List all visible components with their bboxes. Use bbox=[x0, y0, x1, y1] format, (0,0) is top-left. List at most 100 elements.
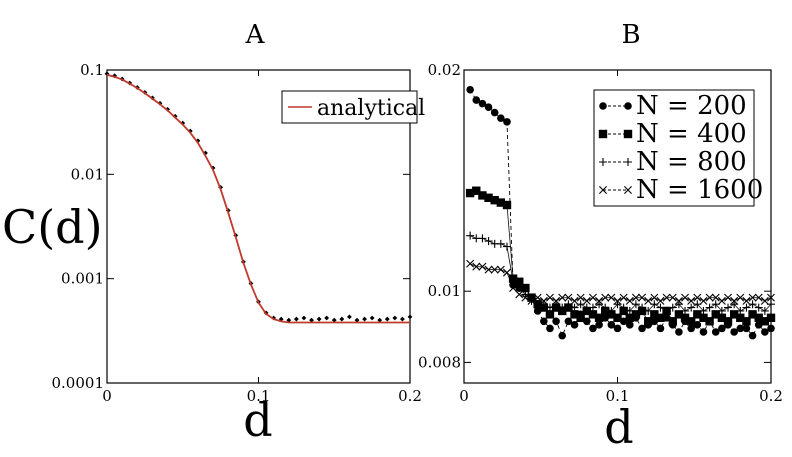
panel-b-point-n800 bbox=[717, 306, 726, 315]
panel-b-point-n400 bbox=[631, 310, 641, 319]
panel-b-point-n400 bbox=[588, 310, 598, 319]
panel-b-point-n200 bbox=[662, 314, 671, 322]
legend-marker-right-n400 bbox=[623, 129, 633, 139]
panel-b-point-n1600 bbox=[748, 293, 757, 302]
panel-b-point-n1600 bbox=[601, 293, 610, 302]
panel-b-point-n800 bbox=[515, 284, 524, 293]
y-axis-label: C(d) bbox=[2, 200, 103, 254]
panel-b-point-n400 bbox=[490, 195, 499, 205]
panel-b-point-n200 bbox=[613, 324, 622, 333]
panel-b-point-n1600 bbox=[613, 296, 622, 305]
panel-b-point-n1600 bbox=[742, 296, 751, 305]
panel-b-point-n800 bbox=[656, 303, 665, 312]
panel-b-point-n1600 bbox=[656, 296, 665, 305]
panel-b-point-n400 bbox=[723, 317, 733, 326]
panel-b-point-n400 bbox=[472, 186, 481, 195]
panel-b-point-n1600 bbox=[705, 293, 714, 302]
panel-b-point-n400 bbox=[760, 317, 770, 326]
panel-b-point-n800 bbox=[754, 303, 763, 312]
panel-b-point-n800 bbox=[742, 303, 751, 312]
panel-b-point-n200 bbox=[761, 328, 769, 336]
panel-b-point-n1600 bbox=[545, 293, 554, 302]
panel-a-simulation-point bbox=[339, 316, 345, 322]
panel-b-y-tick-label: 0.01 bbox=[428, 282, 461, 300]
panel-b-point-n200 bbox=[472, 96, 481, 104]
panel-b-legend-entries: N = 200 N = 400 N = 800 N = 1600 bbox=[598, 91, 763, 205]
panel-b-point-n400 bbox=[686, 317, 696, 326]
panel-b-point-n1600 bbox=[588, 293, 597, 302]
panel-b-point-n1600 bbox=[564, 293, 573, 302]
panel-b-point-n400 bbox=[736, 313, 745, 323]
legend-marker-right-n800 bbox=[624, 158, 632, 166]
panel-b-point-n200 bbox=[595, 321, 603, 329]
panel-a-simulation-point bbox=[210, 165, 216, 171]
panel-b-point-n800 bbox=[736, 306, 745, 315]
panel-a-title: A bbox=[245, 20, 266, 50]
panel-b-point-n1600 bbox=[521, 293, 530, 302]
panel-b-point-n200 bbox=[638, 324, 646, 333]
panel-b-point-n1600 bbox=[687, 296, 696, 305]
panel-b-point-n200 bbox=[583, 317, 591, 326]
legend-n1600-label: N = 1600 bbox=[636, 175, 763, 205]
panel-b-point-n1600 bbox=[515, 290, 524, 299]
panel-b-point-n1600 bbox=[496, 265, 505, 274]
panel-b-point-n200 bbox=[540, 317, 548, 326]
panel-b-point-n400 bbox=[484, 193, 493, 202]
panel-b-point-n400 bbox=[766, 313, 776, 323]
legend-marker-right-n200 bbox=[624, 102, 632, 110]
panel-b-point-n1600 bbox=[638, 293, 647, 302]
panel-b-point-n200 bbox=[693, 321, 702, 329]
panel-b-point-n1600 bbox=[730, 296, 739, 305]
panel-b-point-n800 bbox=[601, 303, 610, 312]
panel-b-point-n1600 bbox=[711, 293, 720, 302]
panel-b-point-n800 bbox=[724, 303, 733, 312]
panel-b-y-tick-label: 0.008 bbox=[418, 353, 461, 371]
panel-b-point-n200 bbox=[699, 328, 708, 336]
panel-b-point-n400 bbox=[521, 283, 530, 293]
panel-b-point-n200 bbox=[484, 103, 493, 111]
legend-marker-left-n800 bbox=[599, 158, 607, 166]
panel-b-point-n800 bbox=[484, 237, 493, 246]
panel-b-point-n200 bbox=[558, 331, 567, 340]
panel-a-simulation-point bbox=[324, 315, 330, 321]
panel-a-simulation-point bbox=[392, 315, 398, 321]
panel-b-y-tick-label: 0.02 bbox=[428, 61, 461, 79]
panel-b-point-n400 bbox=[496, 198, 506, 207]
panel-b-point-n1600 bbox=[552, 296, 561, 305]
panel-b-point-n1600 bbox=[693, 293, 702, 302]
panel-a-simulation-point bbox=[354, 317, 360, 323]
panel-b-point-n200 bbox=[589, 324, 597, 333]
legend-analytical-label: analytical bbox=[317, 96, 425, 121]
panel-b-point-n400 bbox=[478, 191, 487, 200]
panel-b-point-n200 bbox=[650, 317, 659, 326]
panel-b-point-n200 bbox=[675, 328, 683, 336]
panel-b-point-n1600 bbox=[607, 293, 616, 302]
panel-b-point-n200 bbox=[533, 307, 542, 315]
panel-b-point-n800 bbox=[638, 303, 647, 312]
panel-b-title: B bbox=[621, 20, 640, 50]
panel-b-point-n1600 bbox=[767, 293, 775, 302]
legend-marker-left-n1600 bbox=[599, 186, 607, 194]
panel-b-x-axis-label: d bbox=[604, 400, 633, 454]
panel-b-point-n800 bbox=[644, 306, 653, 315]
panel-b-point-n1600 bbox=[662, 293, 671, 302]
panel-a-simulation-point bbox=[331, 317, 337, 323]
panel-b-point-n1600 bbox=[582, 296, 591, 305]
panel-b-data bbox=[465, 85, 776, 340]
panel-b-point-n200 bbox=[687, 324, 695, 333]
panel-b-point-n400 bbox=[748, 310, 757, 319]
panel-b-point-n1600 bbox=[478, 262, 487, 271]
panel-a-simulation-point bbox=[377, 317, 383, 323]
panel-b-point-n200 bbox=[656, 324, 665, 333]
panel-b-legend-box bbox=[593, 89, 755, 207]
panel-b-point-n1600 bbox=[619, 293, 628, 302]
panel-a-x-tick-label: 0.1 bbox=[247, 387, 271, 405]
panel-b-x-tick-label: 0.2 bbox=[759, 387, 783, 405]
panel-a-simulation-point bbox=[301, 315, 307, 321]
panel-a-plot: 0 0.1 0.2 0.1 0.01 0.001 0.0001 analytical bbox=[52, 61, 426, 405]
panel-b-point-n400 bbox=[699, 313, 708, 323]
panel-a-simulation-point bbox=[362, 316, 367, 322]
panel-b-point-n400 bbox=[674, 310, 684, 319]
panel-b-point-n800 bbox=[681, 306, 690, 315]
panel-a-simulation-point bbox=[347, 314, 352, 320]
